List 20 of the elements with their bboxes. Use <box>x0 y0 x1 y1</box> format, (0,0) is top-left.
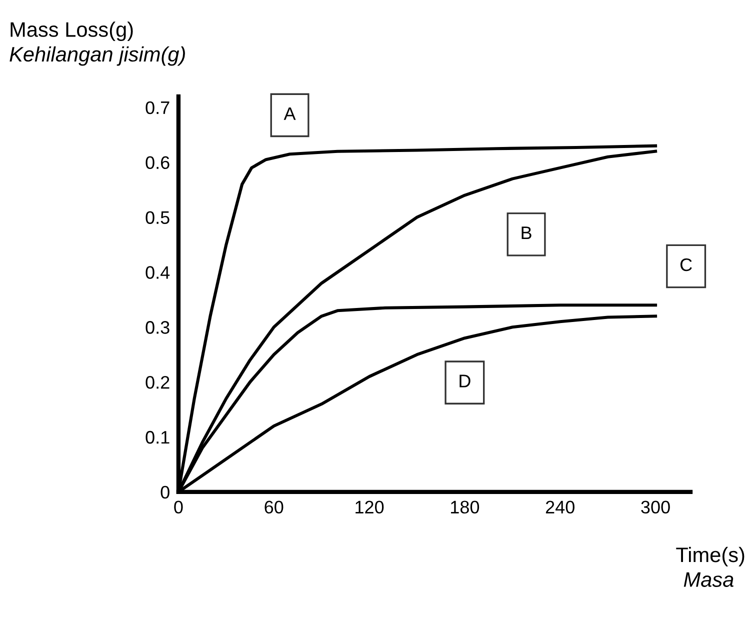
series-label: A <box>284 107 296 120</box>
y-tick-label: 0.2 <box>146 376 170 389</box>
text: B <box>522 226 532 240</box>
y-tick-label: 0.5 <box>146 211 170 224</box>
x-tick-label: 120 <box>356 500 384 514</box>
x-tick-label: 300 <box>641 500 670 514</box>
y-tick-label: 0.4 <box>146 266 170 279</box>
y-tick-label: 0.3 <box>146 321 170 334</box>
x-axis-title: Time(s) Masa <box>676 546 744 587</box>
series-label: D <box>460 374 470 388</box>
x-tick-label: 60 <box>264 500 284 514</box>
text: C <box>680 258 692 272</box>
x-tick-label: 240 <box>546 500 574 514</box>
y-tick-label: 0.7 <box>146 101 170 114</box>
x-tick-label: 180 <box>451 500 480 514</box>
y-tick-label: 0.1 <box>146 430 170 444</box>
y-tick-label: 0 <box>160 486 170 499</box>
y-tick-label: 0.6 <box>146 156 170 170</box>
x-tick-label: 0 <box>174 500 183 514</box>
y-axis-title: Mass Loss(g) Kehilangan jisim(g) <box>10 22 185 66</box>
